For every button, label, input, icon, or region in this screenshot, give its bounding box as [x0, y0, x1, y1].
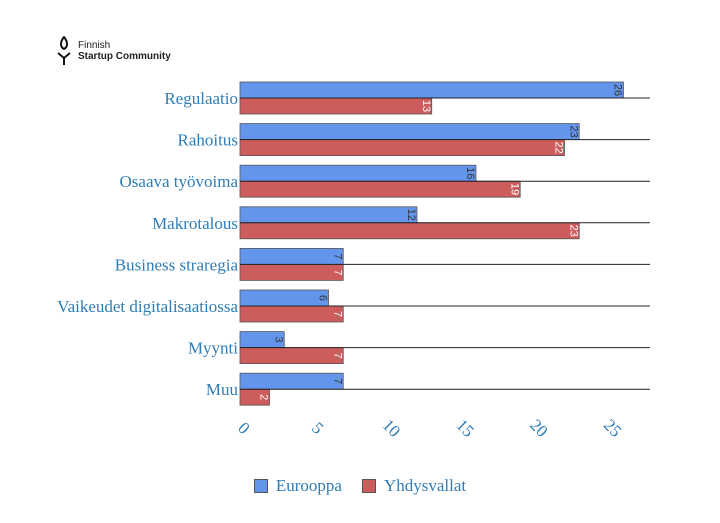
data-label: 19: [508, 183, 520, 195]
bar-eurooppa: [239, 289, 329, 307]
bar-yhdysvallat: [239, 347, 344, 365]
data-label: 7: [331, 353, 343, 359]
x-tick-label: 20: [526, 415, 551, 440]
category-label: Vaikeudet digitalisaatiossa: [57, 297, 238, 316]
legend-item[interactable]: Eurooppa: [253, 476, 342, 496]
x-tick-label: 10: [379, 415, 404, 440]
data-label: 23: [567, 125, 579, 137]
data-label: 16: [464, 167, 476, 179]
data-label: 22: [553, 141, 565, 153]
logo-line-1: Finnish: [78, 40, 111, 51]
data-label: 7: [331, 253, 343, 259]
category-label: Myynti: [188, 339, 238, 358]
data-label: 7: [331, 269, 343, 275]
legend-label: Eurooppa: [275, 476, 342, 495]
legend-swatch: [361, 479, 376, 493]
x-tick-label: 15: [452, 415, 477, 440]
data-label: 6: [317, 295, 329, 301]
logo: Finnish Startup Community: [56, 36, 171, 66]
bar-eurooppa: [239, 81, 624, 99]
bar-yhdysvallat: [239, 305, 344, 323]
bar-eurooppa: [239, 247, 344, 265]
data-label: 13: [420, 100, 432, 112]
x-tick-label: 0: [234, 418, 253, 437]
category-label: Rahoitus: [178, 131, 238, 150]
data-label: 7: [331, 378, 343, 384]
bar-yhdysvallat: [239, 180, 521, 198]
bar-eurooppa: [239, 372, 344, 390]
bar-eurooppa: [239, 123, 580, 140]
data-label: 2: [258, 394, 270, 400]
data-label: 7: [331, 311, 343, 317]
data-label: 12: [405, 209, 417, 221]
bar-yhdysvallat: [239, 263, 344, 281]
category-label: Muu: [206, 380, 239, 399]
bar-eurooppa: [239, 164, 477, 182]
legend: Eurooppa Yhdysvallat: [0, 476, 720, 496]
legend-item[interactable]: Yhdysvallat: [361, 476, 467, 496]
logo-icon: [57, 36, 71, 65]
x-tick-label: 25: [600, 415, 625, 440]
data-label: 3: [272, 337, 284, 343]
bar-yhdysvallat: [239, 139, 565, 157]
bar-eurooppa: [239, 206, 418, 224]
bar-yhdysvallat: [239, 97, 433, 115]
category-label: Makrotalous: [152, 214, 238, 233]
category-label: Regulaatio: [164, 89, 238, 108]
category-label: Business straregia: [115, 255, 239, 274]
category-label: Osaava työvoima: [120, 172, 239, 191]
x-tick-label: 5: [308, 418, 327, 437]
logo-line-2: Startup Community: [78, 51, 171, 62]
data-label: 26: [612, 84, 624, 96]
bar-yhdysvallat: [239, 222, 580, 240]
legend-swatch: [253, 479, 268, 493]
data-label: 23: [567, 225, 579, 237]
legend-label: Yhdysvallat: [383, 476, 467, 495]
